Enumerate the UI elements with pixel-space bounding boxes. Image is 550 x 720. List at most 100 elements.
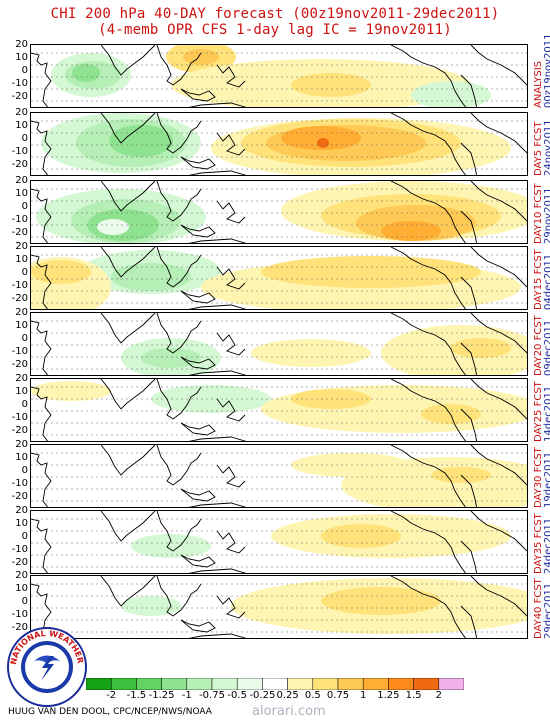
y-tick-label: -10 — [11, 544, 28, 555]
y-tick-label: 20 — [15, 439, 28, 450]
colorbar-tick-label: -2 — [106, 690, 117, 701]
panel-date: 29nov2011 — [543, 187, 550, 244]
colorbar-swatch — [388, 678, 414, 690]
y-tick-label: -10 — [11, 478, 28, 489]
y-tick-label: 10 — [15, 452, 28, 463]
colorbar-tick-label: -0.5 — [227, 690, 247, 701]
y-tick-label: 0 — [21, 267, 28, 278]
y-tick-label: -20 — [11, 491, 28, 502]
panel-date: 14dec2011 — [543, 385, 550, 442]
panel-date: 00z19nov2011 — [543, 33, 550, 108]
panel-day25-fcst — [30, 378, 528, 442]
y-tick-label: 20 — [15, 373, 28, 384]
y-tick-label: 0 — [21, 133, 28, 144]
y-tick-label: -20 — [11, 622, 28, 633]
colorbar-tick-label: -1.5 — [126, 690, 147, 701]
y-tick-label: 10 — [15, 52, 28, 63]
colorbar-swatch — [262, 678, 288, 690]
y-tick-label: -20 — [11, 91, 28, 102]
colorbar-tick-label: -1 — [181, 690, 192, 701]
colorbar-swatch — [136, 678, 162, 690]
panel-date: 04dec2011 — [543, 253, 550, 310]
y-tick-label: -10 — [11, 146, 28, 157]
panel-date: 19dec2011 — [543, 451, 550, 508]
panel-day15-fcst — [30, 246, 528, 310]
y-tick-label: -10 — [11, 412, 28, 423]
panel-day35-fcst — [30, 510, 528, 574]
y-tick-label: 20 — [15, 39, 28, 50]
colorbar-tick-label: -0.25 — [249, 690, 276, 701]
panel-day30-fcst — [30, 444, 528, 508]
y-tick-label: 10 — [15, 386, 28, 397]
y-tick-label: -20 — [11, 227, 28, 238]
panel-day5-fcst — [30, 112, 528, 176]
colorbar-tick-label: -1.25 — [148, 690, 175, 701]
panel-day20-fcst — [30, 312, 528, 376]
colorbar-tick-label: 1.25 — [377, 690, 400, 701]
y-tick-label: -10 — [11, 346, 28, 357]
y-tick-label: 0 — [21, 596, 28, 607]
y-tick-label: 0 — [21, 399, 28, 410]
y-tick-label: -10 — [11, 214, 28, 225]
map-title-line2: (4-memb OPR CFS 1-day lag IC = 19nov2011… — [98, 22, 452, 38]
y-tick-label: 10 — [15, 188, 28, 199]
y-tick-label: -10 — [11, 78, 28, 89]
panel-side-label: DAY15 FCST 04dec2011 — [533, 246, 550, 310]
y-tick-label: -10 — [11, 609, 28, 620]
y-tick-label: -20 — [11, 557, 28, 568]
y-tick-label: -20 — [11, 293, 28, 304]
colorbar-swatch — [186, 678, 213, 690]
panel-side-label: ANALYSIS 00z19nov2011 — [533, 33, 550, 108]
colorbar-tick-label: 0.75 — [326, 690, 350, 701]
colorbar-swatch — [236, 678, 263, 690]
panel-side-label: DAY20 FCST 09dec2011 — [533, 312, 550, 376]
watermark: alorari.com — [252, 704, 326, 719]
colorbar — [86, 678, 464, 690]
colorbar-tick-label: 0.25 — [276, 690, 299, 701]
colorbar-swatch — [211, 678, 238, 690]
panel-side-label: DAY10 FCST 29nov2011 — [533, 180, 550, 244]
y-tick-label: 10 — [15, 254, 28, 265]
map-title-line1: CHI 200 hPa 40-DAY forecast (00z19nov201… — [50, 6, 500, 22]
panel-day40-fcst — [30, 575, 528, 639]
y-tick-label: 20 — [15, 505, 28, 516]
y-tick-label: 10 — [15, 120, 28, 131]
y-tick-label: 20 — [15, 107, 28, 118]
colorbar-swatch — [413, 678, 440, 690]
y-tick-label: -20 — [11, 425, 28, 436]
panel-side-label: DAY5 FCST 24nov2011 — [533, 112, 550, 176]
y-tick-label: 10 — [15, 583, 28, 594]
y-tick-label: 20 — [15, 570, 28, 581]
y-tick-label: 20 — [15, 175, 28, 186]
colorbar-tick-label: 2 — [435, 690, 442, 701]
panel-day10-fcst — [30, 180, 528, 244]
panel-side-label: DAY40 FCST 29dec2011 — [533, 575, 550, 639]
colorbar-swatch — [110, 678, 137, 690]
panel-side-label: DAY35 FCST 24dec2011 — [533, 510, 550, 574]
y-tick-label: 10 — [15, 518, 28, 529]
y-tick-label: 0 — [21, 201, 28, 212]
colorbar-swatch — [312, 678, 339, 690]
colorbar-tick-label: -0.75 — [199, 690, 225, 701]
colorbar-tick-label: 1 — [360, 690, 367, 701]
panel-side-label: DAY30 FCST 19dec2011 — [533, 444, 550, 508]
colorbar-swatch — [86, 678, 112, 690]
y-tick-label: 0 — [21, 65, 28, 76]
y-tick-label: -20 — [11, 359, 28, 370]
colorbar-swatch — [337, 678, 364, 690]
y-tick-label: -20 — [11, 159, 28, 170]
colorbar-tick-label: 0.5 — [304, 690, 321, 701]
colorbar-tick-label: 1.5 — [405, 690, 422, 701]
panel-analysis — [30, 44, 528, 108]
y-tick-label: 10 — [15, 320, 28, 331]
panel-date: 29dec2011 — [543, 582, 550, 639]
credit-text: HUUG VAN DEN DOOL, CPC/NCEP/NWS/NOAA — [8, 707, 212, 717]
y-tick-label: 0 — [21, 531, 28, 542]
panel-date: 24nov2011 — [543, 119, 550, 176]
nws-logo: NATIONAL WEATHER SERVICE — [6, 626, 87, 707]
panel-date: 24dec2011 — [543, 517, 550, 574]
panel-side-label: DAY25 FCST 14dec2011 — [533, 378, 550, 442]
y-tick-label: 20 — [15, 307, 28, 318]
y-tick-label: 0 — [21, 465, 28, 476]
y-tick-label: 0 — [21, 333, 28, 344]
